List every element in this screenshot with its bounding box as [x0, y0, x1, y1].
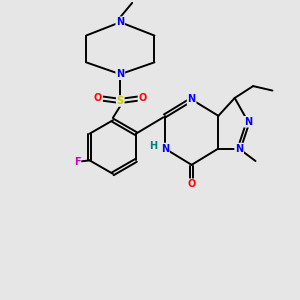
Text: O: O: [188, 179, 196, 189]
Text: S: S: [117, 96, 124, 106]
Text: O: O: [138, 93, 147, 103]
Text: N: N: [116, 17, 124, 27]
Text: O: O: [94, 93, 102, 103]
Text: N: N: [188, 94, 196, 104]
Text: N: N: [235, 143, 243, 154]
Text: H: H: [149, 141, 158, 151]
Text: N: N: [116, 69, 124, 79]
Text: N: N: [244, 117, 252, 127]
Text: N: N: [161, 143, 169, 154]
Text: F: F: [74, 157, 80, 167]
